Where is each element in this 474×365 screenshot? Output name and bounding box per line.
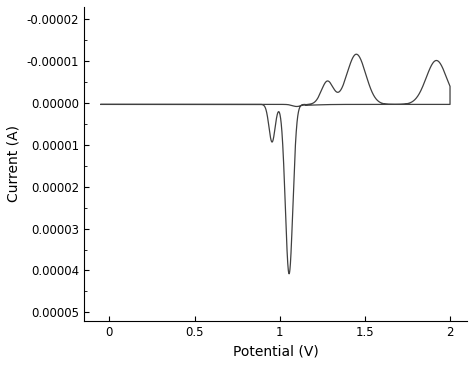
X-axis label: Potential (V): Potential (V)	[233, 344, 319, 358]
Y-axis label: Current (A): Current (A)	[7, 125, 21, 202]
